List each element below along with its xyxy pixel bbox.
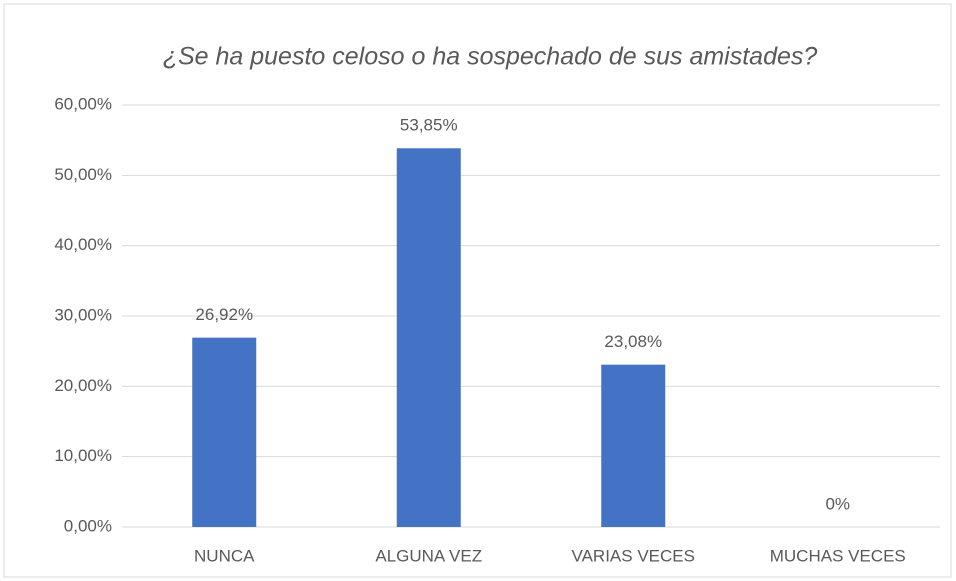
y-tick-label: 20,00%: [54, 376, 112, 395]
chart-title: ¿Se ha puesto celoso o ha sospechado de …: [163, 43, 818, 71]
bar: [601, 364, 666, 527]
bar: [192, 337, 257, 527]
bar: [396, 148, 461, 527]
data-label: 0%: [825, 494, 850, 513]
y-tick-label: 40,00%: [54, 235, 112, 254]
y-tick-label: 30,00%: [54, 305, 112, 324]
data-label: 53,85%: [400, 116, 458, 135]
x-tick-label: NUNCA: [194, 546, 255, 565]
x-tick-label: MUCHAS VECES: [770, 546, 906, 565]
chart-border: [3, 3, 952, 578]
data-label: 23,08%: [604, 332, 662, 351]
y-tick-label: 10,00%: [54, 446, 112, 465]
y-tick-label: 50,00%: [54, 165, 112, 184]
x-tick-label: ALGUNA VEZ: [375, 546, 482, 565]
y-tick-label: 0,00%: [64, 516, 112, 535]
data-label: 26,92%: [195, 305, 253, 324]
y-tick-label: 60,00%: [54, 94, 112, 113]
x-tick-label: VARIAS VECES: [572, 546, 695, 565]
